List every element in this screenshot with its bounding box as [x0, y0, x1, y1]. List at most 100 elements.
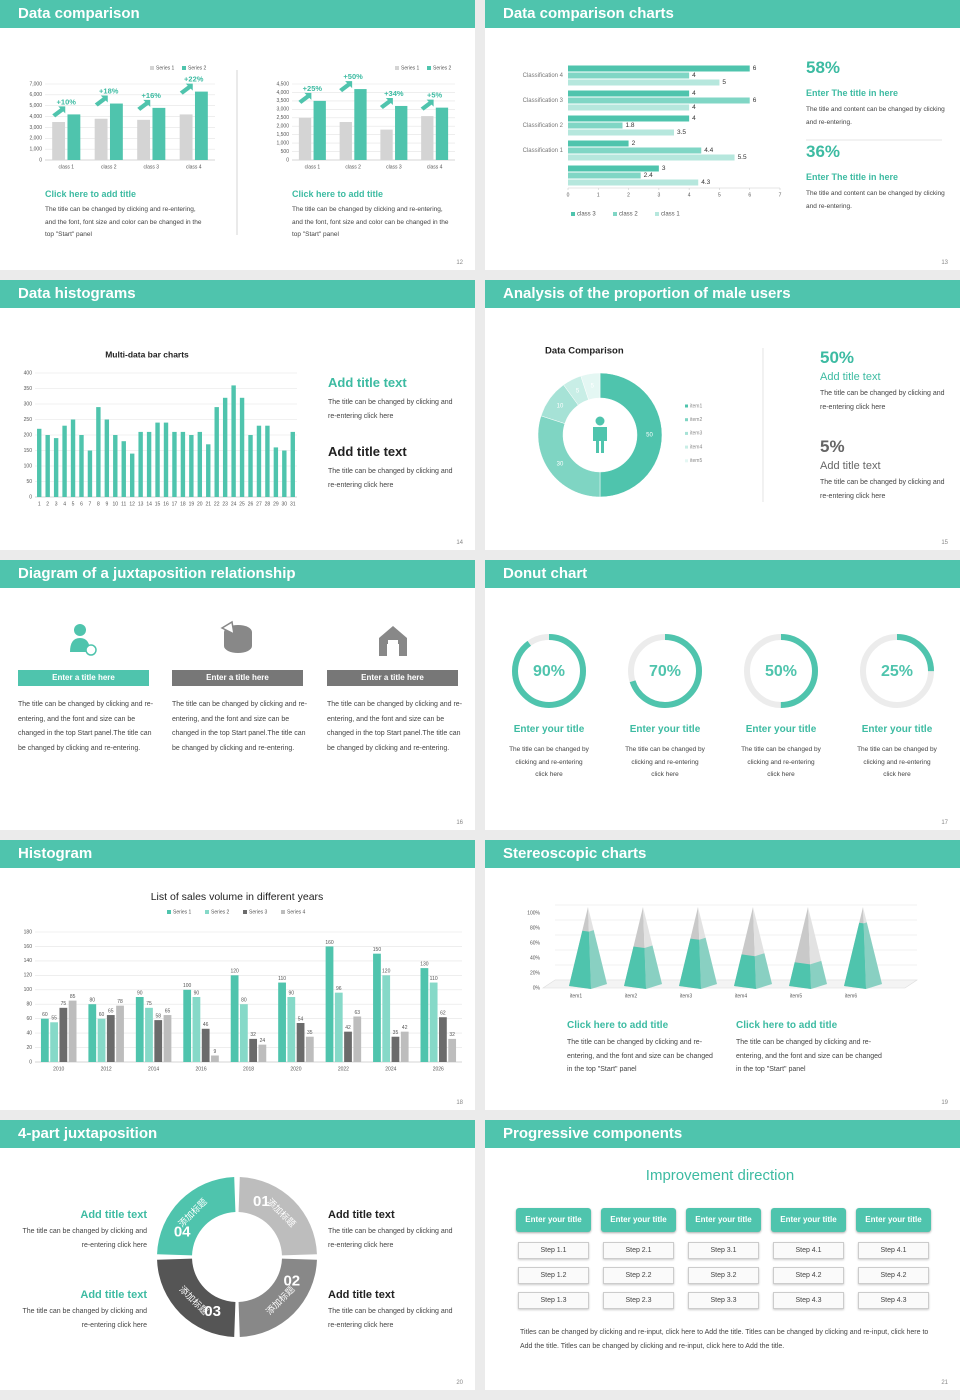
- stat-heading: Add title text: [820, 371, 881, 383]
- y-tick-label: 500: [281, 149, 290, 155]
- x-tick-label: 7: [779, 192, 782, 198]
- y-tick-label: 120: [24, 973, 33, 979]
- y-tick-label: Classification 4: [523, 73, 564, 79]
- bar: [135, 997, 144, 1062]
- pyramid-face: [569, 930, 591, 989]
- x-tick-label: 7: [89, 501, 92, 507]
- stat-value: 36%: [806, 142, 841, 161]
- x-tick-label: 18: [180, 501, 186, 507]
- section-heading: Improvement direction: [645, 1167, 795, 1184]
- x-tick-label: 15: [155, 501, 161, 507]
- bar: [344, 1031, 352, 1062]
- data-label: 90: [194, 990, 200, 996]
- bar: [568, 122, 623, 129]
- x-tick-label: class 1: [305, 164, 321, 170]
- bar: [373, 953, 381, 1062]
- legend-label: Series 3: [249, 909, 268, 915]
- bar: [248, 435, 253, 497]
- column-text: The title can be changed by clicking and…: [18, 701, 154, 752]
- data-label: 35: [393, 1030, 399, 1036]
- x-tick-label: class 2: [101, 164, 117, 170]
- bar: [287, 997, 296, 1062]
- annotation-arrow: [137, 99, 151, 111]
- annotation-arrow: [339, 81, 353, 93]
- data-label: 130: [420, 961, 429, 967]
- ring-arc: [744, 634, 818, 708]
- slide: 90% 70% 50% 25% Donut chart 17 Enter your titl…: [485, 560, 960, 830]
- slide: 0% 20% 40% 60% 80% 100% item1 item2 item3 item4 it…: [485, 840, 960, 1110]
- x-tick-label: 26: [248, 501, 254, 507]
- slide-title: Analysis of the proportion of male users: [485, 280, 960, 308]
- slide-graphics: 0 1,000 2,000 3,000 4,000 5,000 6,000 7,000 clas…: [29, 65, 455, 235]
- legend-label: Series 2: [433, 65, 452, 71]
- step: Step 3.3: [688, 1292, 759, 1309]
- item-heading: Add title text: [328, 375, 407, 390]
- person-head: [595, 416, 605, 426]
- x-tick-label: 2010: [53, 1066, 64, 1072]
- annotation-arrow: [52, 106, 66, 118]
- slide-title: Data histograms: [0, 280, 475, 308]
- bar: [353, 1016, 362, 1062]
- data-label: 4.3: [701, 179, 710, 186]
- bar: [129, 453, 135, 497]
- bar: [94, 118, 108, 160]
- x-tick-label: item6: [845, 993, 857, 999]
- data-label: 110: [430, 976, 438, 982]
- bar: [88, 1004, 97, 1062]
- data-label: 4: [692, 72, 696, 79]
- data-label: 75: [61, 1001, 67, 1007]
- legend-label: item5: [690, 458, 702, 464]
- ring-arc: [628, 634, 702, 708]
- bar: [197, 431, 203, 497]
- data-label: 80: [90, 998, 96, 1004]
- y-tick-label: 6,000: [29, 92, 42, 98]
- annotation-arrow: [179, 83, 193, 95]
- x-tick-label: 2016: [195, 1066, 206, 1072]
- data-label: 110: [278, 976, 286, 982]
- bar: [79, 435, 84, 497]
- bar: [40, 1018, 49, 1062]
- pyramid-face: [679, 938, 701, 989]
- bar: [145, 1007, 153, 1062]
- slide: 0 1 2 3 4 5 6 7 Classification 4 6 4 5 Classificatio…: [485, 0, 960, 270]
- x-tick-label: item5: [790, 993, 802, 999]
- x-tick-label: 1: [38, 501, 41, 507]
- bar: [230, 975, 239, 1062]
- x-tick-label: 27: [256, 501, 262, 507]
- segment-number: 02: [283, 1272, 300, 1289]
- y-tick-label: 4,000: [29, 114, 42, 120]
- page-number: 21: [941, 1380, 948, 1386]
- bar: [146, 431, 152, 497]
- bar: [568, 90, 690, 97]
- column-heading: Enter your title: [516, 1208, 591, 1232]
- bar: [568, 115, 690, 122]
- x-tick-label: 29: [273, 501, 279, 507]
- y-tick-label: 3,000: [29, 125, 42, 131]
- x-tick-label: class 4: [427, 164, 443, 170]
- y-tick-label: 60%: [530, 940, 541, 946]
- bar: [163, 1015, 172, 1062]
- legend-label: class 2: [619, 212, 638, 218]
- bar: [568, 154, 735, 161]
- legend-label: class 3: [577, 212, 596, 218]
- data-label: 65: [165, 1008, 171, 1014]
- item-heading: Add title text: [80, 1209, 147, 1221]
- legend-swatch: [395, 66, 399, 70]
- annotation: +50%: [343, 72, 363, 81]
- slide-title: Stereoscopic charts: [485, 840, 960, 868]
- ring-label: 70%: [649, 663, 681, 680]
- legend-label: item4: [690, 444, 702, 450]
- bar: [568, 140, 629, 147]
- icon: [70, 638, 90, 652]
- bar: [154, 1020, 163, 1062]
- item-heading: Enter your title: [745, 724, 817, 735]
- data-label: 62: [440, 1011, 446, 1017]
- page-number: 17: [941, 820, 948, 826]
- x-tick-label: 6: [80, 501, 83, 507]
- cycle-segment: [238, 1177, 317, 1256]
- annotation: +34%: [384, 89, 404, 98]
- slide: Data Comparison 50 item1 30 item2 10 item3 5 ite…: [485, 280, 960, 550]
- page-number: 13: [941, 260, 948, 266]
